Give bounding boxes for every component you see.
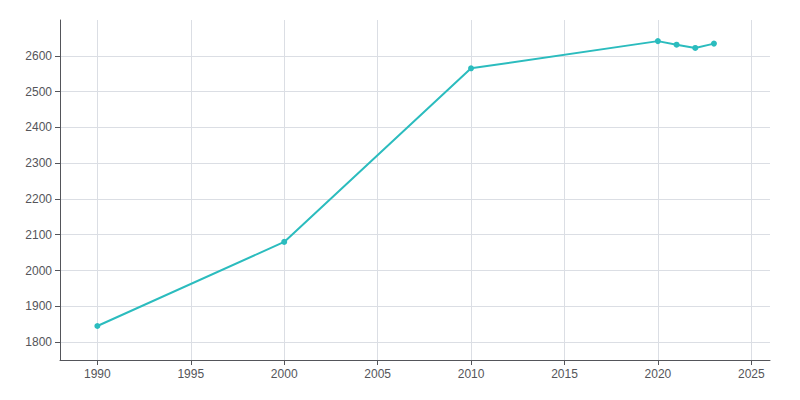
svg-text:1990: 1990 xyxy=(84,367,111,381)
svg-text:2100: 2100 xyxy=(25,228,52,242)
svg-text:2000: 2000 xyxy=(25,264,52,278)
svg-text:1800: 1800 xyxy=(25,335,52,349)
svg-text:1900: 1900 xyxy=(25,299,52,313)
svg-text:1995: 1995 xyxy=(177,367,204,381)
svg-text:2005: 2005 xyxy=(364,367,391,381)
svg-text:2600: 2600 xyxy=(25,49,52,63)
svg-text:2025: 2025 xyxy=(738,367,765,381)
svg-text:2400: 2400 xyxy=(25,120,52,134)
svg-text:2500: 2500 xyxy=(25,85,52,99)
svg-text:2200: 2200 xyxy=(25,192,52,206)
svg-text:2000: 2000 xyxy=(271,367,298,381)
svg-text:2015: 2015 xyxy=(551,367,578,381)
svg-text:2020: 2020 xyxy=(645,367,672,381)
svg-text:2300: 2300 xyxy=(25,156,52,170)
svg-text:2010: 2010 xyxy=(458,367,485,381)
